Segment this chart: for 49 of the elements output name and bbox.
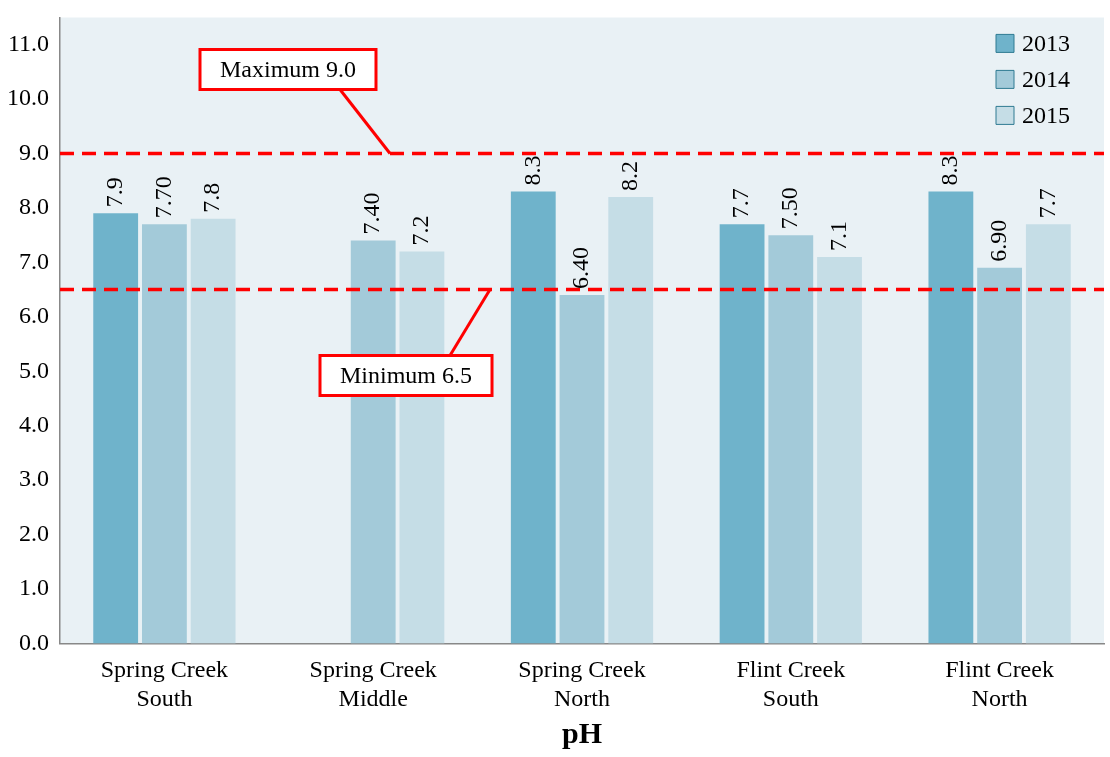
- bar: [559, 295, 605, 644]
- y-tick-label: 0.0: [19, 628, 49, 655]
- x-tick-label: Flint Creek North: [945, 656, 1054, 711]
- data-label: 8.2: [616, 161, 643, 192]
- bar: [719, 224, 765, 644]
- y-tick-label: 7.0: [19, 247, 49, 274]
- bar: [928, 191, 974, 644]
- ref-line-label: Maximum 9.0: [220, 55, 356, 82]
- data-label: 7.70: [149, 176, 176, 219]
- data-label: 8.3: [518, 155, 545, 186]
- bar: [190, 218, 236, 644]
- bar: [768, 235, 814, 644]
- data-label: 7.40: [358, 192, 385, 235]
- x-axis-title: pH: [561, 715, 603, 749]
- y-tick-label: 1.0: [19, 574, 49, 601]
- bar: [608, 197, 654, 644]
- bar: [510, 191, 556, 644]
- x-tick-label: Spring Creek North: [518, 656, 646, 711]
- y-tick-label: 8.0: [19, 193, 49, 220]
- bar: [1025, 224, 1071, 644]
- bar: [817, 256, 862, 644]
- data-label: 7.7: [1033, 188, 1060, 219]
- y-tick-label: 9.0: [19, 138, 49, 165]
- ref-line-label: Minimum 6.5: [340, 361, 473, 388]
- y-tick-label: 5.0: [19, 356, 49, 383]
- data-label: 8.3: [936, 155, 963, 186]
- data-label: 7.9: [100, 177, 127, 208]
- bar: [977, 267, 1023, 644]
- data-label: 6.90: [984, 219, 1011, 262]
- legend-label: 2013: [1022, 29, 1070, 56]
- y-tick-label: 10.0: [7, 84, 49, 111]
- data-label: 7.2: [407, 215, 434, 246]
- y-tick-label: 3.0: [19, 465, 49, 492]
- data-label: 7.8: [198, 182, 225, 213]
- bar: [93, 213, 139, 644]
- y-tick-label: 6.0: [19, 302, 49, 329]
- y-tick-label: 11.0: [7, 29, 49, 56]
- x-tick-label: Spring Creek Middle: [309, 656, 437, 711]
- data-label: 7.1: [824, 220, 851, 251]
- y-tick-label: 4.0: [19, 410, 49, 437]
- legend-label: 2014: [1022, 65, 1070, 92]
- x-tick-label: Spring Creek South: [100, 656, 229, 711]
- legend-label: 2015: [1022, 101, 1070, 128]
- y-tick-label: 2.0: [19, 519, 49, 546]
- data-label: 7.7: [727, 188, 754, 219]
- bar: [141, 224, 187, 644]
- data-label: 6.40: [567, 247, 594, 290]
- x-tick-label: Flint Creek South: [736, 656, 846, 711]
- data-label: 7.50: [776, 187, 803, 230]
